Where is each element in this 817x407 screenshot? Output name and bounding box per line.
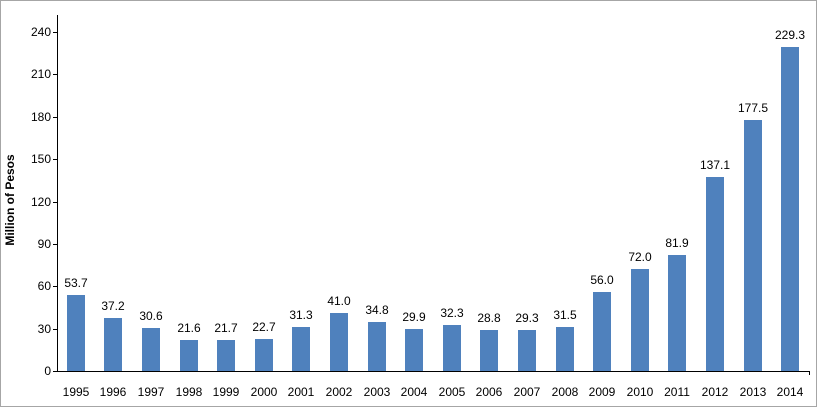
bar (405, 329, 423, 371)
y-tick-mark (53, 32, 57, 33)
y-tick-label: 90 (37, 237, 51, 251)
bar-value-label: 21.7 (214, 321, 238, 335)
bar (668, 255, 686, 371)
bar-value-label: 30.6 (139, 309, 163, 323)
bar (330, 313, 348, 371)
x-axis-end-tick (809, 371, 810, 375)
x-tick-label: 1999 (212, 385, 240, 399)
y-tick-mark (53, 329, 57, 330)
y-tick-label: 30 (37, 322, 51, 336)
y-axis-line (57, 15, 58, 371)
bar (781, 47, 799, 371)
x-tick-label: 2013 (739, 385, 767, 399)
y-tick-mark (53, 371, 57, 372)
bar (104, 318, 122, 371)
bar-value-label: 31.3 (289, 308, 313, 322)
bar (368, 322, 386, 371)
bar-value-label: 177.5 (737, 101, 769, 115)
x-tick-label: 2012 (701, 385, 729, 399)
bar (67, 295, 85, 371)
bar-value-label: 31.5 (553, 308, 577, 322)
y-tick-label: 120 (30, 195, 51, 209)
y-tick-mark (53, 117, 57, 118)
y-tick-mark (53, 74, 57, 75)
y-tick-mark (53, 159, 57, 160)
x-tick-label: 2005 (438, 385, 466, 399)
y-tick-label: 210 (30, 67, 51, 81)
y-tick-label: 60 (37, 279, 51, 293)
bar-value-label: 137.1 (699, 158, 731, 172)
bar (217, 340, 235, 371)
bar-value-label: 41.0 (327, 294, 351, 308)
bar (443, 325, 461, 371)
x-tick-label: 2006 (475, 385, 503, 399)
bar-value-label: 28.8 (477, 311, 501, 325)
y-tick-label: 150 (30, 152, 51, 166)
bar (292, 327, 310, 371)
bar-value-label: 21.6 (177, 321, 201, 335)
bar (255, 339, 273, 371)
bar-value-label: 29.3 (515, 311, 539, 325)
bar-value-label: 72.0 (628, 250, 652, 264)
x-tick-label: 1998 (175, 385, 203, 399)
bar (631, 269, 649, 371)
bar (518, 330, 536, 371)
x-tick-label: 2008 (551, 385, 579, 399)
bar-value-label: 53.7 (64, 276, 88, 290)
y-tick-mark (53, 202, 57, 203)
bar-value-label: 229.3 (774, 28, 806, 42)
bar (744, 120, 762, 371)
bar-value-label: 81.9 (665, 236, 689, 250)
x-tick-label: 2003 (363, 385, 391, 399)
bar-value-label: 22.7 (252, 320, 276, 334)
bar-value-label: 56.0 (590, 273, 614, 287)
x-tick-label: 1996 (99, 385, 127, 399)
y-tick-label: 180 (30, 110, 51, 124)
y-tick-label: 0 (44, 364, 51, 378)
x-tick-label: 2009 (588, 385, 616, 399)
x-tick-label: 2000 (250, 385, 278, 399)
bar (180, 340, 198, 371)
x-tick-label: 2007 (513, 385, 541, 399)
x-axis-line (57, 371, 810, 372)
y-tick-mark (53, 244, 57, 245)
x-tick-label: 2010 (626, 385, 654, 399)
bar (706, 177, 724, 371)
bar (142, 328, 160, 371)
bar-value-label: 32.3 (440, 306, 464, 320)
bar (593, 292, 611, 371)
bar (556, 327, 574, 371)
bar-value-label: 37.2 (101, 299, 125, 313)
x-tick-label: 2002 (325, 385, 353, 399)
x-tick-label: 2004 (400, 385, 428, 399)
x-tick-label: 2011 (664, 385, 690, 399)
bar-value-label: 34.8 (365, 303, 389, 317)
y-tick-mark (53, 286, 57, 287)
y-tick-label: 240 (30, 25, 51, 39)
x-tick-label: 2014 (776, 385, 804, 399)
x-tick-label: 1995 (62, 385, 90, 399)
x-tick-label: 2001 (287, 385, 315, 399)
x-tick-label: 1997 (137, 385, 165, 399)
bar (480, 330, 498, 371)
bar-value-label: 29.9 (402, 310, 426, 324)
